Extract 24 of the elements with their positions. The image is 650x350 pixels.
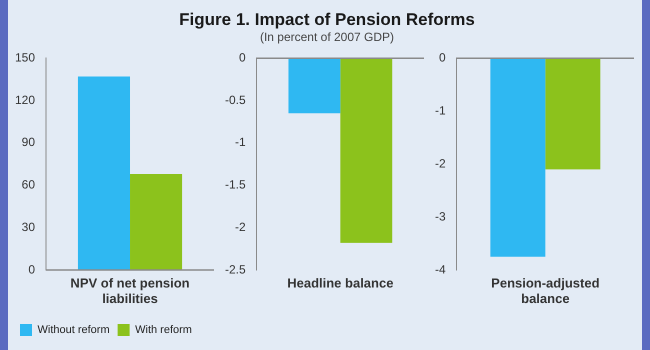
chart-title: Figure 1. Impact of Pension Reforms bbox=[178, 10, 476, 30]
y-tick-label: 120 bbox=[14, 92, 36, 107]
y-tick-label: 150 bbox=[14, 50, 36, 65]
y-tick-label: -1.5 bbox=[224, 178, 246, 192]
x-tick-label: Headline balance bbox=[287, 275, 394, 290]
y-tick-label: -1 bbox=[235, 135, 246, 150]
y-tick-label: 0 bbox=[438, 50, 446, 65]
y-tick-label: -2 bbox=[435, 156, 446, 170]
y-tick-label: -1 bbox=[435, 103, 446, 118]
x-tick-label: Pension-adjusted balance bbox=[491, 275, 600, 306]
chart-subtitle: (In percent of 2007 GDP) bbox=[258, 30, 396, 44]
y-tick-label: 60 bbox=[22, 178, 36, 192]
y-tick-label: 90 bbox=[22, 135, 36, 150]
x-tick-label: NPV of net pension liabilities bbox=[70, 275, 190, 306]
y-tick-label: 0 bbox=[28, 262, 36, 276]
y-tick-label: 0 bbox=[238, 50, 246, 65]
legend-label: Without reform bbox=[38, 324, 110, 336]
y-tick-label: -3 bbox=[435, 209, 446, 224]
y-tick-label: -0.5 bbox=[224, 92, 246, 107]
legend-label: With reform bbox=[135, 324, 192, 336]
y-tick-label: -2 bbox=[235, 220, 246, 234]
y-tick-label: 30 bbox=[22, 220, 36, 234]
y-tick-label: -4 bbox=[435, 262, 446, 276]
y-tick-label: -2.5 bbox=[224, 262, 246, 276]
